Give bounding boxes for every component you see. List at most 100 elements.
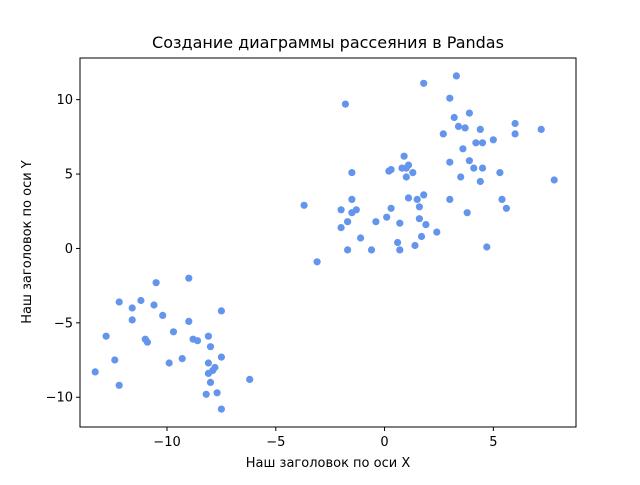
y-tick-label: 10 [56, 93, 73, 108]
scatter-point [344, 218, 352, 226]
scatter-point [415, 203, 423, 211]
scatter-point [404, 161, 413, 169]
scatter-point [476, 177, 484, 186]
scatter-point [420, 191, 428, 199]
scatter-point [452, 72, 460, 80]
scatter-point [489, 136, 497, 144]
scatter-point [454, 122, 463, 130]
scatter-point [550, 176, 558, 184]
scatter-point [511, 119, 519, 128]
y-axis-label: Наш заголовок по оси Y [20, 160, 35, 324]
scatter-point [372, 218, 380, 226]
plot-frame [79, 57, 577, 428]
scatter-point [152, 279, 160, 287]
scatter-point [387, 166, 395, 174]
scatter-point [476, 125, 484, 133]
scatter-point [394, 238, 402, 247]
scatter-point [417, 232, 426, 241]
scatter-point [300, 201, 308, 209]
scatter-point [446, 94, 454, 102]
scatter-point [137, 296, 145, 305]
scatter-point [502, 204, 510, 212]
scatter-point [206, 378, 215, 386]
scatter-point [217, 405, 225, 413]
scatter-point [206, 343, 215, 351]
scatter-point [246, 375, 254, 383]
scatter-point [396, 219, 404, 227]
scatter-point [511, 130, 519, 138]
scatter-point [420, 79, 428, 87]
scatter-point [465, 109, 473, 117]
x-axis-label: Наш заголовок по оси X [246, 456, 411, 471]
scatter-point [478, 164, 487, 172]
scatter-point [185, 274, 193, 282]
scatter-point [185, 317, 193, 325]
scatter-point [537, 125, 545, 133]
y-tick-label: 0 [65, 242, 73, 257]
scatter-point [409, 169, 417, 177]
scatter-point [367, 246, 376, 254]
scatter-point [413, 195, 421, 203]
scatter-point [459, 145, 467, 153]
chart-title: Создание диаграммы рассеяния в Pandas [152, 33, 504, 52]
scatter-point [483, 243, 491, 251]
scatter-point [217, 353, 225, 361]
scatter-point [128, 304, 136, 312]
scatter-point [498, 195, 506, 203]
scatter-point [204, 359, 212, 367]
scatter-point [169, 328, 178, 336]
scatter-point [143, 338, 151, 346]
scatter-point [115, 298, 123, 306]
scatter-point [91, 368, 99, 376]
scatter-point [450, 113, 458, 122]
y-tick-label: 5 [65, 168, 73, 183]
scatter-point [422, 221, 430, 229]
scatter-point [446, 195, 454, 203]
scatter-point [457, 173, 465, 181]
scatter-point [150, 301, 158, 309]
y-tick-label: −10 [46, 391, 73, 406]
scatter-point [111, 356, 119, 364]
scatter-point [404, 194, 413, 202]
scatter-point [465, 157, 473, 165]
scatter-point [400, 152, 408, 160]
scatter-point [202, 390, 210, 398]
scatter-point [415, 215, 423, 223]
scatter-point [313, 258, 321, 266]
scatter-point [446, 158, 454, 166]
scatter-point [337, 206, 345, 214]
scatter-point [472, 139, 480, 147]
scatter-point [402, 173, 410, 181]
scatter-point [433, 228, 441, 236]
scatter-point [193, 337, 202, 345]
scatter-point [337, 224, 345, 232]
scatter-point [102, 332, 110, 340]
scatter-point [341, 100, 349, 108]
scatter-point [178, 355, 186, 363]
scatter-point [128, 316, 136, 324]
scatter-point [211, 363, 219, 372]
scatter-point [159, 311, 167, 319]
scatter-point [204, 332, 212, 340]
scatter-point [348, 195, 356, 203]
ticks-layer: −10 −5 0 5 −10 −5 0 5 10 [46, 93, 498, 450]
scatter-point [357, 234, 365, 242]
scatter-point [387, 204, 395, 212]
scatter-point [344, 246, 352, 254]
scatter-point [463, 209, 471, 217]
scatter-point [411, 241, 419, 250]
scatter-point [470, 164, 478, 172]
x-tick-label: −10 [153, 435, 180, 450]
scatter-point [213, 389, 221, 397]
scatter-point [217, 307, 225, 315]
points-layer [91, 72, 558, 413]
scatter-point [461, 124, 469, 132]
x-tick-label: −5 [266, 435, 285, 450]
y-tick-label: −5 [54, 316, 73, 331]
scatter-point [496, 169, 504, 177]
scatter-point [478, 139, 487, 147]
scatter-point [352, 206, 360, 214]
scatter-point [165, 359, 173, 367]
